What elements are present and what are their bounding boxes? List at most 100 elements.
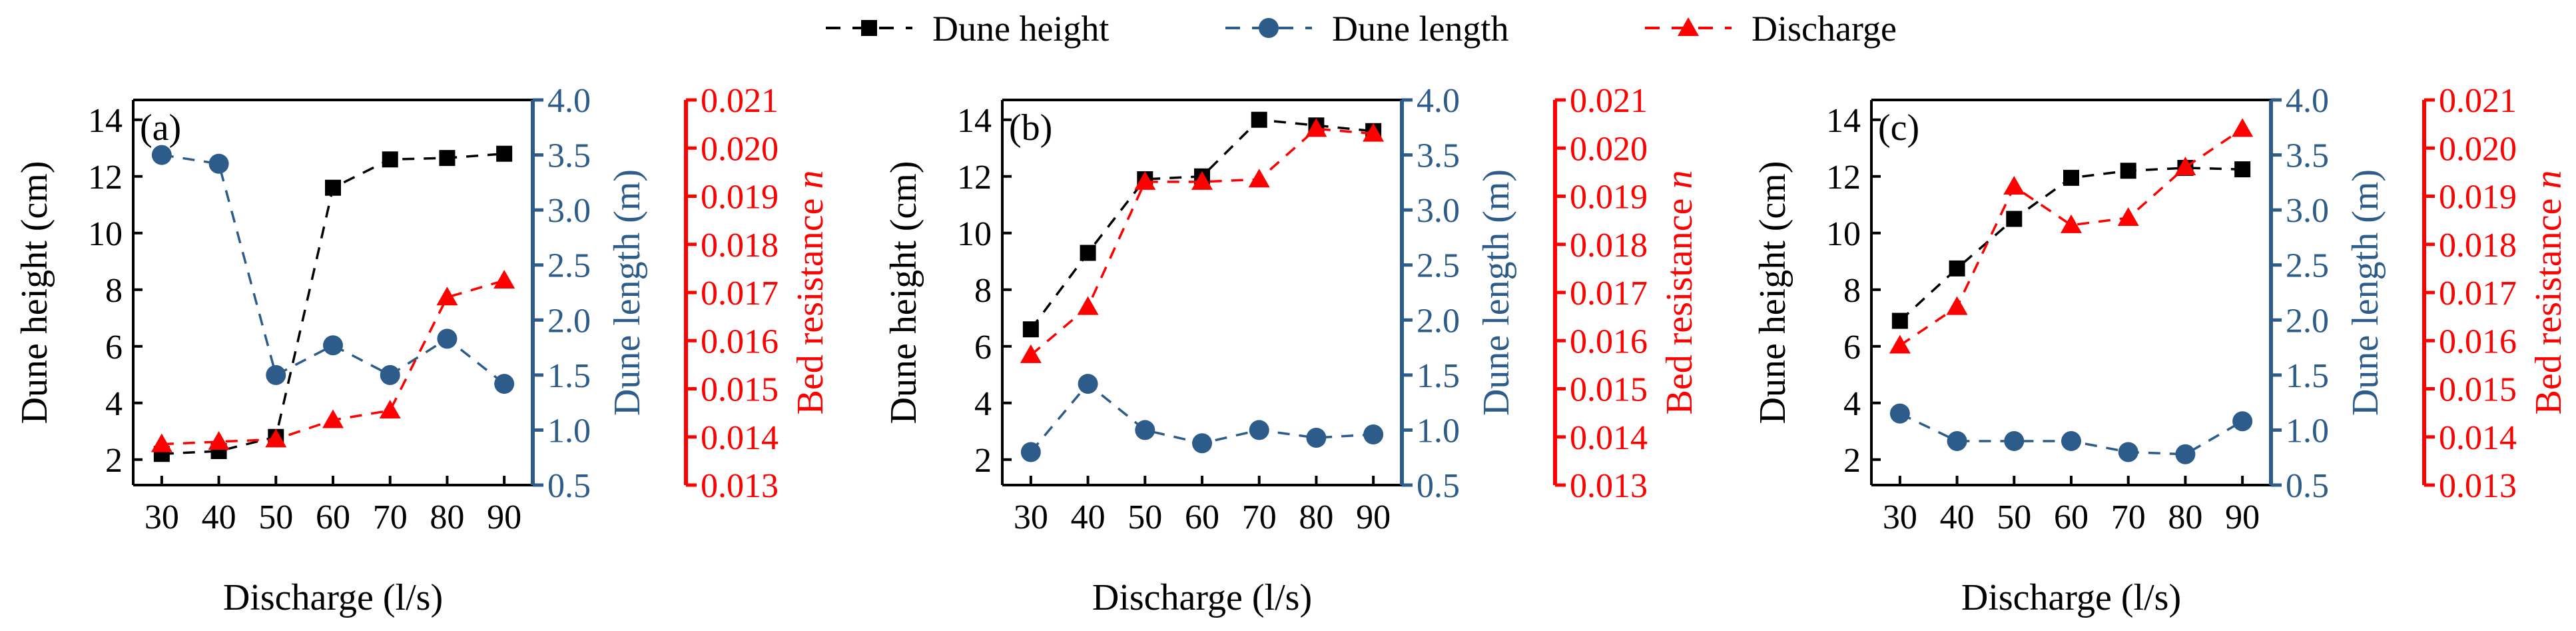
y3-axis-title-var: n [790, 171, 831, 189]
panel-label: (c) [1878, 107, 1919, 149]
y2-tick-label: 3.0 [2286, 192, 2329, 230]
y3-tick-label: 0.019 [2439, 179, 2517, 217]
y1-tick-label: 8 [105, 272, 123, 310]
panel-b: 30 40 50 60 70 80 90 Discharge (l/s) 2 4 6 8 10 12 14 D… [883, 82, 1700, 618]
data-point [2061, 214, 2082, 233]
data-point [2003, 176, 2025, 195]
y3-tick-label: 0.017 [2439, 275, 2517, 313]
data-point [1134, 171, 1156, 190]
data-point [325, 179, 341, 196]
x-tick-label: 70 [2111, 498, 2146, 536]
legend-entry-dune-length: Dune length [1225, 9, 1508, 49]
data-point [323, 335, 343, 356]
data-point [437, 328, 458, 349]
y3-tick-label: 0.018 [1570, 227, 1648, 265]
y1-tick-label: 6 [974, 328, 992, 366]
data-point [1191, 171, 1213, 190]
y1-tick-label: 10 [957, 215, 992, 253]
y1-tick-label: 12 [957, 159, 992, 197]
y3-tick-label: 0.013 [1570, 467, 1648, 505]
data-point [436, 287, 458, 306]
y1-tick-label: 14 [88, 102, 123, 140]
data-point [1192, 433, 1212, 454]
y3-tick-label: 0.017 [1570, 275, 1648, 313]
data-point [2120, 163, 2136, 179]
x-tick-label: 50 [1127, 498, 1162, 536]
y3-tick-label: 0.013 [2439, 467, 2517, 505]
y2-tick-label: 0.5 [1417, 467, 1460, 505]
y1-axis-title: Dune height (cm) [14, 161, 55, 424]
data-point [1363, 424, 1384, 445]
y1-tick-label: 4 [1843, 385, 1861, 423]
data-point [1251, 111, 1267, 128]
x-tick-label: 50 [258, 498, 293, 536]
x-axis-title: Discharge (l/s) [223, 577, 443, 618]
series-line [1030, 118, 1374, 330]
y1-tick-label: 14 [1826, 102, 1861, 140]
y3-axis-title: Bed resistance n [790, 171, 831, 415]
y3-tick-label: 0.015 [701, 371, 779, 409]
x-tick-label: 90 [487, 498, 521, 536]
data-point [1020, 344, 1042, 363]
x-tick-label: 80 [2168, 498, 2202, 536]
y3-axis-title-text: Bed resistance [790, 189, 831, 415]
data-point [493, 269, 515, 289]
y2-axis-title: Dune length (m) [2345, 169, 2386, 416]
y3-tick-label: 0.014 [1570, 419, 1648, 457]
y1-tick-label: 2 [1843, 442, 1861, 480]
y3-axis-title-var: n [1659, 171, 1700, 189]
data-point [2118, 442, 2138, 462]
x-tick-label: 60 [1185, 498, 1219, 536]
y3-tick-label: 0.015 [1570, 371, 1648, 409]
y2-tick-label: 3.5 [1417, 137, 1460, 175]
y3-tick-label: 0.018 [2439, 227, 2517, 265]
data-point [382, 151, 398, 168]
x-tick-label: 90 [2225, 498, 2260, 536]
y2-tick-label: 1.0 [1417, 412, 1460, 450]
y2-tick-label: 2.0 [547, 302, 591, 340]
x-tick-label: 80 [430, 498, 464, 536]
legend-marker [1259, 18, 1279, 38]
y3-tick-label: 0.016 [1570, 322, 1648, 360]
y1-tick-label: 6 [105, 328, 123, 366]
data-point [1249, 420, 1269, 440]
x-tick-label: 30 [1883, 498, 1917, 536]
data-point [266, 364, 286, 385]
data-point [494, 374, 515, 394]
x-tick-label: 70 [1242, 498, 1277, 536]
series-discharge [1889, 118, 2254, 354]
data-point [2117, 207, 2139, 227]
y2-tick-label: 1.0 [2286, 412, 2329, 450]
y2-tick-label: 2.0 [1417, 302, 1460, 340]
data-point [1889, 403, 1910, 424]
y2-tick-label: 2.0 [2286, 302, 2329, 340]
y2-tick-label: 4.0 [547, 82, 591, 120]
legend-marker [861, 20, 877, 36]
x-tick-label: 40 [1940, 498, 1975, 536]
series-line [1030, 127, 1374, 356]
data-point [1022, 321, 1039, 338]
series-discharge [151, 269, 515, 452]
y3-tick-label: 0.014 [701, 419, 779, 457]
series-dune-height [1891, 160, 2251, 329]
x-tick-label: 30 [145, 498, 179, 536]
y3-tick-label: 0.019 [701, 179, 779, 217]
y1-tick-label: 2 [974, 442, 992, 480]
panel-a: 30 40 50 60 70 80 90 Discharge (l/s) 2 4 6 8 10 12 14 D… [14, 82, 831, 618]
y3-tick-label: 0.021 [1570, 82, 1648, 120]
y1-tick-label: 2 [105, 442, 123, 480]
data-point [322, 409, 344, 428]
y2-tick-label: 4.0 [2286, 82, 2329, 120]
y2-tick-label: 1.5 [1417, 357, 1460, 395]
data-point [1306, 427, 1327, 448]
y1-tick-label: 6 [1843, 328, 1861, 366]
data-point [380, 364, 400, 385]
y1-tick-label: 4 [974, 385, 992, 423]
data-point [208, 153, 229, 174]
y1-axis-title: Dune height (cm) [883, 161, 924, 424]
panel-c: 30 40 50 60 70 80 90 Discharge (l/s) 2 4 6 8 10 12 14 D… [1752, 82, 2569, 618]
y3-tick-label: 0.017 [701, 275, 779, 313]
data-point [2004, 430, 2025, 451]
y1-axis-title: Dune height (cm) [1752, 161, 1793, 424]
y2-tick-label: 3.5 [2286, 137, 2329, 175]
